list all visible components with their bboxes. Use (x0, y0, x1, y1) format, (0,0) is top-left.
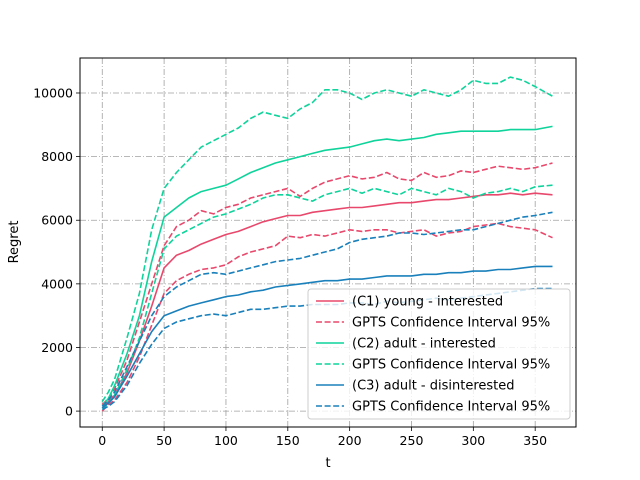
series-line-4 (101, 125, 553, 407)
y-tick-label: 6000 (41, 213, 73, 228)
legend-label: (C2) adult - interested (352, 337, 496, 352)
y-axis: 0 2000 4000 6000 8000 10000 (33, 85, 80, 419)
plot-frame (79, 57, 577, 428)
x-tick-label: 150 (276, 433, 300, 448)
x-tick-label: 300 (461, 433, 485, 448)
legend-label: GPTS Confidence Interval 95% (352, 400, 550, 415)
series-line-2 (101, 162, 553, 406)
y-tick-label: 2000 (41, 340, 73, 355)
x-tick-label: 350 (523, 433, 547, 448)
x-tick-label: 100 (214, 433, 238, 448)
y-tick-label: 0 (65, 404, 73, 419)
x-tick-label: 0 (98, 433, 106, 448)
legend-box (307, 288, 571, 420)
y-tick-label: 4000 (41, 276, 73, 291)
series-line-1 (101, 192, 553, 409)
legend: (C1) young - interested GPTS Confidence I… (307, 288, 571, 420)
legend-label: (C3) adult - disinterested (352, 379, 515, 394)
series-line-7 (101, 265, 553, 409)
x-tick-label: 250 (400, 433, 424, 448)
legend-label: GPTS Confidence Interval 95% (352, 358, 550, 373)
series-line-5 (101, 76, 553, 403)
series-line-6 (101, 184, 553, 411)
y-axis-label: Regret (7, 221, 22, 264)
x-tick-label: 50 (156, 433, 172, 448)
series-line-3 (101, 222, 553, 412)
legend-label: GPTS Confidence Interval 95% (352, 316, 550, 331)
y-tick-label: 8000 (41, 149, 73, 164)
x-axis-label: t (325, 456, 330, 471)
x-axis: 0 50 100 150 200 250 300 350 (98, 427, 547, 448)
legend-label: (C1) young - interested (352, 295, 503, 310)
series-line-8 (101, 211, 553, 407)
x-tick-label: 200 (338, 433, 362, 448)
y-tick-label: 10000 (33, 85, 73, 100)
